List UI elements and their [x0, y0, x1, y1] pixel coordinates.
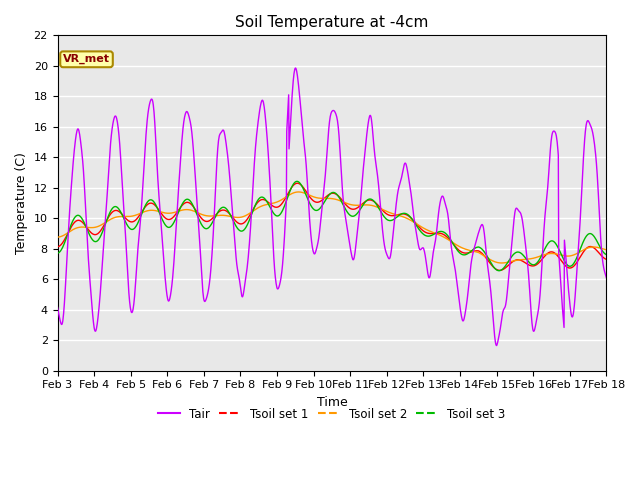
X-axis label: Time: Time: [317, 396, 348, 409]
Text: VR_met: VR_met: [63, 54, 110, 64]
Y-axis label: Temperature (C): Temperature (C): [15, 152, 28, 254]
Legend: Tair, Tsoil set 1, Tsoil set 2, Tsoil set 3: Tair, Tsoil set 1, Tsoil set 2, Tsoil se…: [154, 403, 510, 425]
Title: Soil Temperature at -4cm: Soil Temperature at -4cm: [236, 15, 429, 30]
